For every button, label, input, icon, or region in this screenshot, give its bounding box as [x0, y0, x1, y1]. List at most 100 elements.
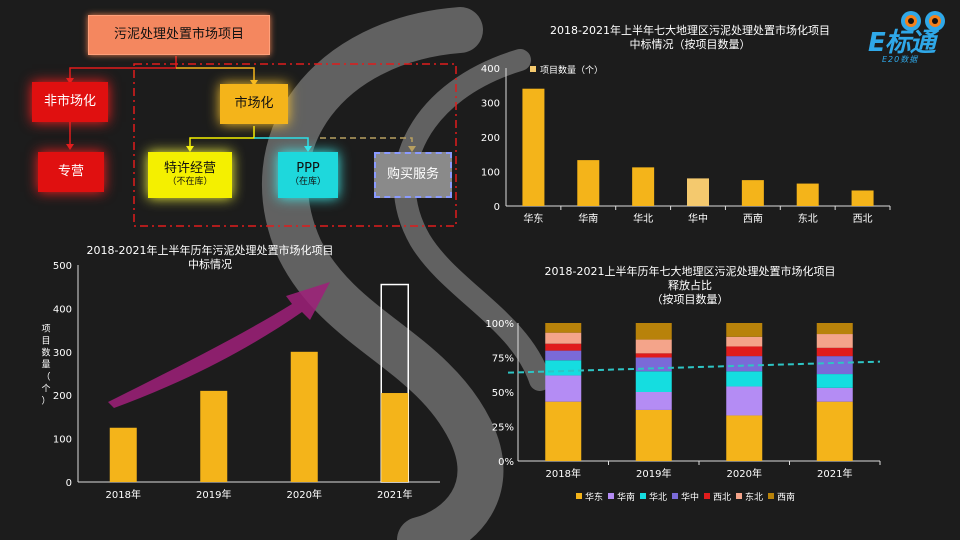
year-bar-chart: 0 100 200 300 400 500 项目数量（个） 2018年 2019年 2020年 20…: [41, 261, 440, 501]
x-tick-label: 2021年: [817, 467, 852, 480]
legend-swatch: [704, 493, 710, 499]
x-tick-label: 2020年: [287, 488, 322, 501]
bar: [741, 180, 764, 206]
stack-segment: [635, 323, 672, 340]
x-tick-label: 华中: [688, 212, 708, 225]
stack-segment: [816, 334, 853, 348]
x-tick-label: 东北: [798, 212, 818, 225]
flow-ppp-sub: （在库）: [289, 177, 326, 188]
stack-segment: [816, 401, 853, 461]
y-axis-label: ）: [41, 396, 50, 407]
flow-purchase-box: 购买服务: [374, 152, 452, 198]
legend-swatch: [768, 493, 774, 499]
x-tick-label: 华南: [578, 212, 598, 225]
stack-segment: [635, 409, 672, 461]
stack-segment: [635, 371, 672, 392]
bar: [381, 393, 409, 482]
x-tick-label: 华北: [633, 212, 653, 225]
stack-segment: [726, 386, 763, 416]
flow-market-box: 市场化: [220, 84, 288, 124]
legend-label: 华中: [681, 491, 699, 503]
y-tick-label: 200: [53, 391, 72, 402]
bar: [522, 88, 545, 206]
stack-segment: [545, 350, 582, 361]
logo-text: E标通: [868, 28, 936, 58]
trend-arrow-shape: [108, 282, 330, 408]
y-axis-label: （: [41, 372, 50, 383]
x-tick-label: 西北: [853, 213, 873, 225]
flow-purchase-label: 购买服务: [386, 166, 439, 182]
y-tick-label: 100%: [485, 319, 514, 330]
y-axis-label: 个: [41, 384, 50, 395]
stack-segment: [816, 374, 853, 388]
legend-label: 西北: [713, 492, 731, 503]
stack-segment: [635, 353, 672, 358]
stack-segment: [816, 387, 853, 402]
y-tick-label: 200: [481, 133, 500, 144]
brand-logo: E标通 E20数据: [868, 8, 952, 70]
x-tick-label: 2018年: [546, 467, 581, 480]
y-tick-label: 0%: [498, 457, 514, 468]
logo-eyes-icon: [901, 11, 945, 31]
flow-non-market-box: 非市场化: [32, 82, 108, 122]
stack-segment: [545, 332, 582, 344]
logo-subtext: E20数据: [882, 55, 919, 64]
x-tick-label: 2018年: [106, 488, 141, 501]
stack-segment: [726, 346, 763, 357]
stack-segment: [726, 371, 763, 387]
y-tick-label: 50%: [492, 388, 514, 399]
legend-swatch: [530, 66, 536, 72]
flow-root-box: 污泥处理处置市场项目: [88, 15, 270, 55]
flow-self-run-box: 专营: [38, 152, 104, 192]
stack-segment: [816, 323, 853, 335]
y-tick-label: 100: [481, 168, 500, 179]
region-bar-chart: 0 100 200 300 400 项目数量（个） 华东 华南 华北 华中 西南 东北 西北: [481, 64, 891, 225]
stack-segment: [545, 375, 582, 402]
stack-segment: [726, 336, 763, 347]
flow-self-run-label: 专营: [57, 163, 84, 179]
stack-segment: [635, 392, 672, 410]
legend-swatch: [672, 493, 678, 499]
flow-ppp-label: PPP: [296, 161, 320, 177]
x-tick-label: 西南: [743, 212, 763, 225]
y-tick-label: 300: [53, 348, 72, 359]
bar: [577, 160, 600, 206]
stack-segment: [545, 401, 582, 461]
bar: [851, 190, 874, 206]
flow-franchise-label: 特许经营: [163, 161, 216, 177]
stack-segment: [545, 360, 582, 376]
year-chart-title: 2018-2021年上半年历年污泥处理处置市场化项目 中标情况: [86, 244, 334, 271]
y-axis-label: 量: [41, 360, 50, 371]
reference-line: [507, 360, 881, 374]
legend-swatch: [576, 493, 582, 499]
y-tick-label: 500: [53, 261, 72, 272]
y-tick-label: 100: [53, 435, 72, 446]
y-tick-label: 300: [481, 99, 500, 110]
x-tick-label: 2019年: [196, 488, 231, 501]
x-tick-label: 2021年: [377, 488, 412, 501]
share-chart-title: 2018-2021上半年历年七大地理区污泥处理处置市场化项目 释放占比 （按项目…: [544, 265, 836, 306]
stack-segment: [816, 347, 853, 357]
y-axis-label: 目: [41, 336, 50, 347]
legend-label: 华北: [649, 491, 667, 503]
bar: [109, 427, 137, 482]
x-tick-label: 2019年: [636, 467, 671, 480]
y-tick-label: 0: [66, 478, 72, 489]
x-tick-label: 华东: [523, 212, 543, 225]
legend-label: 项目数量（个）: [540, 64, 603, 76]
region-chart-title: 2018-2021年上半年七大地理区污泥处理处置市场化项目 中标情况（按项目数量…: [550, 24, 830, 51]
legend-swatch: [640, 493, 646, 499]
legend-label: 东北: [745, 491, 763, 503]
flow-connectors: [66, 56, 457, 227]
flow-ppp-box: PPP （在库）: [278, 152, 338, 198]
y-axis-label: 数: [41, 347, 50, 359]
flow-market-label: 市场化: [234, 95, 274, 111]
bar: [632, 167, 655, 206]
legend-swatch: [736, 493, 742, 499]
stack-segment: [545, 323, 582, 333]
stack-segment: [635, 339, 672, 354]
stack-segment: [545, 343, 582, 351]
bar: [687, 178, 709, 206]
flow-root-label: 污泥处理处置市场项目: [113, 26, 244, 42]
